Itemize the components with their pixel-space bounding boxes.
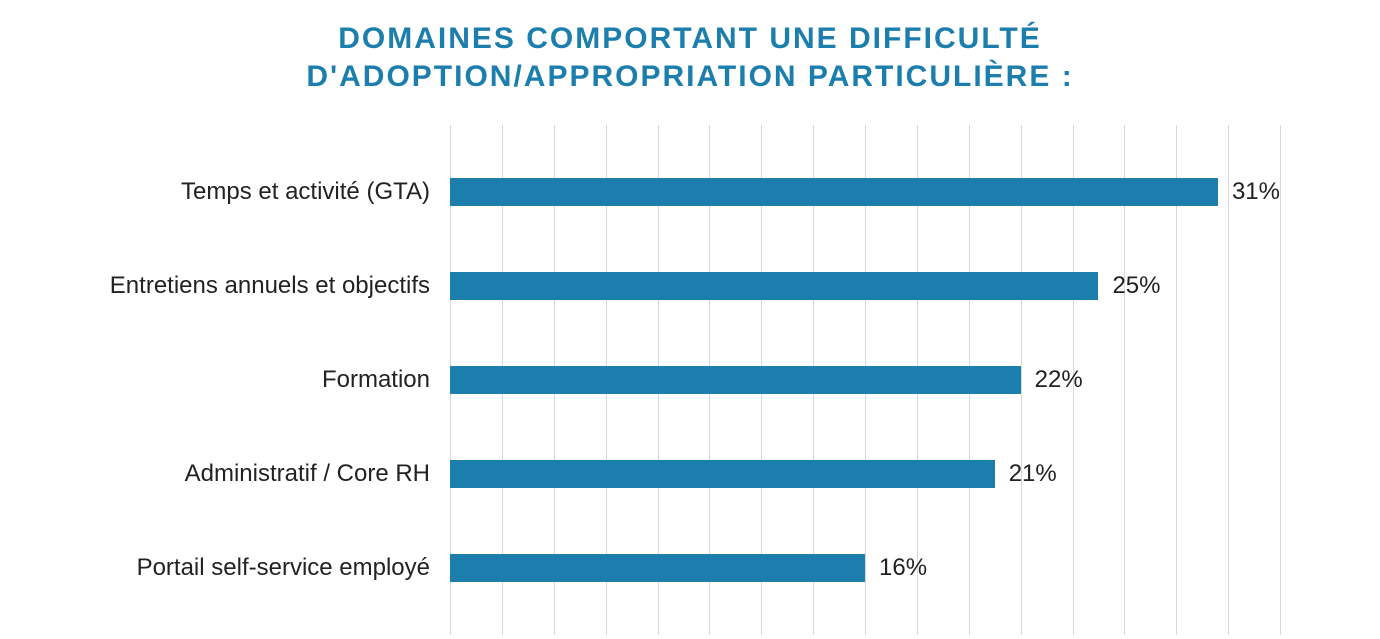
bar (450, 272, 1098, 300)
bar (450, 554, 865, 582)
bar-label: Administratif / Core RH (185, 460, 450, 488)
bar (450, 460, 995, 488)
chart-area: Temps et activité (GTA)31% Entretiens ann… (450, 125, 1280, 635)
bar-label: Portail self-service employé (137, 554, 450, 582)
bars-container: Temps et activité (GTA)31% Entretiens ann… (450, 125, 1280, 635)
bar (450, 366, 1021, 394)
bar-label: Entretiens annuels et objectifs (110, 272, 450, 300)
bar-label: Formation (322, 366, 450, 394)
bar (450, 178, 1218, 206)
bar-label: Temps et activité (GTA) (181, 178, 450, 206)
chart-title-line2: D'ADOPTION/APPROPRIATION PARTICULIÈRE : (306, 60, 1073, 93)
bar-row: Entretiens annuels et objectifs25% (450, 272, 1280, 300)
bar-value: 16% (865, 554, 927, 582)
bar-value: 21% (995, 460, 1057, 488)
chart-title-line1: DOMAINES COMPORTANT UNE DIFFICULTÉ (338, 22, 1042, 55)
bar-row: Temps et activité (GTA)31% (450, 178, 1280, 206)
bar-value: 22% (1021, 366, 1083, 394)
bar-row: Portail self-service employé16% (450, 554, 1280, 582)
bar-row: Formation22% (450, 366, 1280, 394)
chart-title: DOMAINES COMPORTANT UNE DIFFICULTÉ D'ADO… (40, 20, 1340, 95)
gridline (1280, 125, 1281, 635)
bar-row: Administratif / Core RH21% (450, 460, 1280, 488)
bar-value: 31% (1218, 178, 1280, 206)
bar-value: 25% (1098, 272, 1160, 300)
